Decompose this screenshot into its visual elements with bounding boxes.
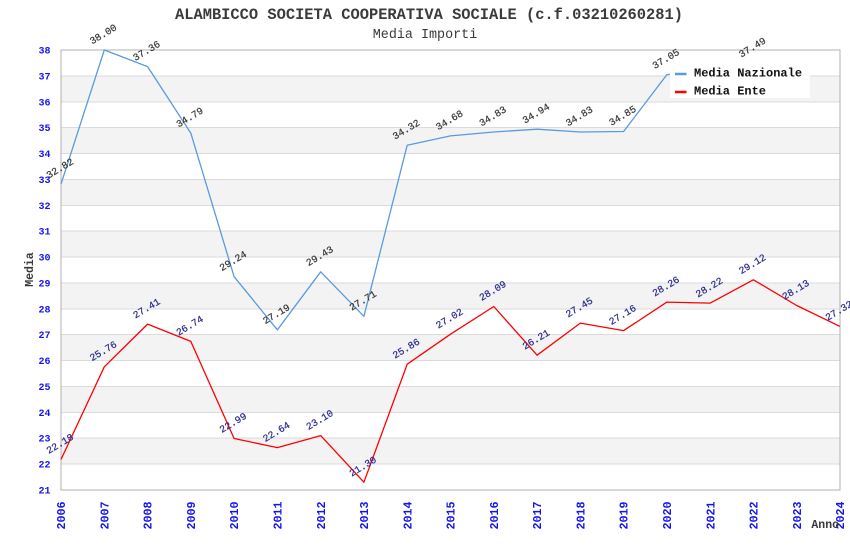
svg-text:2022: 2022	[748, 501, 762, 529]
svg-text:2009: 2009	[185, 501, 199, 529]
svg-text:2019: 2019	[618, 501, 632, 529]
svg-text:30: 30	[38, 254, 50, 265]
svg-text:2008: 2008	[142, 501, 156, 529]
svg-text:23: 23	[38, 435, 50, 446]
svg-text:Media Ente: Media Ente	[694, 85, 766, 99]
svg-text:32: 32	[38, 202, 50, 213]
svg-text:2006: 2006	[55, 501, 69, 529]
svg-text:22: 22	[38, 461, 50, 472]
svg-text:2017: 2017	[531, 501, 545, 529]
svg-text:2021: 2021	[704, 501, 718, 529]
svg-text:2010: 2010	[228, 501, 242, 529]
svg-text:26: 26	[38, 357, 50, 368]
svg-text:24: 24	[38, 409, 50, 420]
svg-text:Media: Media	[24, 252, 37, 287]
svg-text:2007: 2007	[98, 501, 112, 529]
svg-text:2011: 2011	[272, 501, 286, 529]
svg-text:27: 27	[38, 331, 50, 342]
svg-text:34: 34	[38, 150, 50, 161]
svg-text:2023: 2023	[791, 501, 805, 529]
svg-text:38.00: 38.00	[88, 22, 119, 47]
svg-text:28: 28	[38, 305, 50, 316]
svg-text:2015: 2015	[445, 501, 459, 529]
svg-text:2018: 2018	[574, 501, 588, 529]
svg-text:33: 33	[38, 176, 50, 187]
svg-text:2012: 2012	[315, 501, 329, 529]
svg-text:37: 37	[38, 72, 50, 83]
svg-text:31: 31	[38, 228, 50, 239]
svg-text:38: 38	[38, 47, 50, 58]
svg-text:Media Nazionale: Media Nazionale	[694, 67, 802, 81]
svg-text:2024: 2024	[834, 501, 848, 529]
svg-text:36: 36	[38, 98, 50, 109]
svg-text:2013: 2013	[358, 501, 372, 529]
svg-text:2014: 2014	[401, 501, 415, 529]
svg-text:Anno: Anno	[811, 519, 839, 532]
svg-text:ALAMBICCO SOCIETA COOPERATIVA: ALAMBICCO SOCIETA COOPERATIVA SOCIALE (c…	[175, 6, 683, 24]
svg-text:25: 25	[38, 383, 50, 394]
svg-text:2020: 2020	[661, 501, 675, 529]
svg-text:29: 29	[38, 279, 50, 290]
svg-text:2016: 2016	[488, 501, 502, 529]
svg-text:21: 21	[38, 487, 50, 498]
svg-text:35: 35	[38, 124, 50, 135]
svg-text:Media Importi: Media Importi	[373, 28, 477, 43]
